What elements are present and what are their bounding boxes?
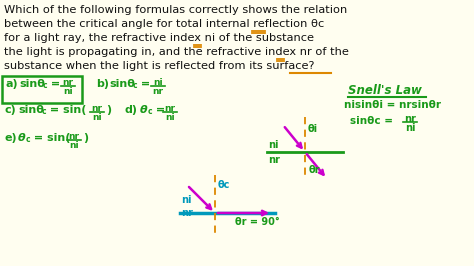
Text: =: =: [152, 105, 165, 115]
Text: nr: nr: [153, 86, 164, 95]
Text: = sin(: = sin(: [30, 133, 70, 143]
Text: a): a): [6, 79, 18, 89]
Text: nr: nr: [63, 78, 73, 87]
Text: ): ): [83, 133, 88, 143]
Text: c: c: [133, 81, 137, 90]
Text: =: =: [47, 79, 60, 89]
Text: ni: ni: [181, 195, 191, 205]
Text: θc: θc: [218, 180, 230, 190]
Text: ni: ni: [153, 78, 163, 87]
Text: nr: nr: [69, 132, 80, 141]
Text: ): ): [106, 105, 111, 115]
Text: =: =: [137, 79, 150, 89]
Text: nr: nr: [164, 104, 175, 113]
Text: θ: θ: [140, 105, 147, 115]
Text: nr: nr: [404, 114, 416, 124]
Text: ni: ni: [268, 140, 279, 150]
Text: c): c): [5, 105, 17, 115]
Text: ni: ni: [92, 113, 102, 122]
Text: c: c: [42, 107, 46, 116]
Text: c: c: [148, 107, 153, 116]
Text: sinθ: sinθ: [19, 79, 45, 89]
Text: nr: nr: [268, 155, 280, 165]
Text: b): b): [96, 79, 109, 89]
Text: for a light ray, the refractive index ni of the substance: for a light ray, the refractive index ni…: [4, 33, 314, 43]
Text: θi: θi: [308, 124, 318, 134]
Text: the light is propagating in, and the refractive index nr of the: the light is propagating in, and the ref…: [4, 47, 349, 57]
Text: sinθc =: sinθc =: [350, 116, 393, 126]
Bar: [2, 76, 82, 103]
Text: substance when the light is reflected from its surface?: substance when the light is reflected fr…: [4, 61, 315, 71]
Text: c: c: [43, 81, 47, 90]
Text: Which of the following formulas correctly shows the relation: Which of the following formulas correctl…: [4, 5, 347, 15]
Text: sinθ: sinθ: [109, 79, 135, 89]
Text: θ: θ: [18, 133, 26, 143]
Text: sinθ: sinθ: [18, 105, 44, 115]
Text: Snell's Law: Snell's Law: [348, 84, 422, 97]
Text: between the critical angle for total internal reflection θc: between the critical angle for total int…: [4, 19, 324, 29]
Text: θr = 90°: θr = 90°: [235, 217, 280, 227]
Text: ni: ni: [63, 86, 73, 95]
Text: d): d): [125, 105, 138, 115]
Text: e): e): [5, 133, 18, 143]
Text: ni: ni: [405, 123, 415, 133]
Text: θr: θr: [309, 165, 320, 175]
Text: c: c: [26, 135, 31, 144]
Text: ni: ni: [165, 113, 175, 122]
Text: ni: ni: [69, 140, 79, 149]
Text: = sin(: = sin(: [46, 105, 86, 115]
Text: nr: nr: [181, 208, 193, 218]
Text: nisinθi = nrsinθr: nisinθi = nrsinθr: [344, 100, 441, 110]
Text: nr: nr: [91, 104, 102, 113]
